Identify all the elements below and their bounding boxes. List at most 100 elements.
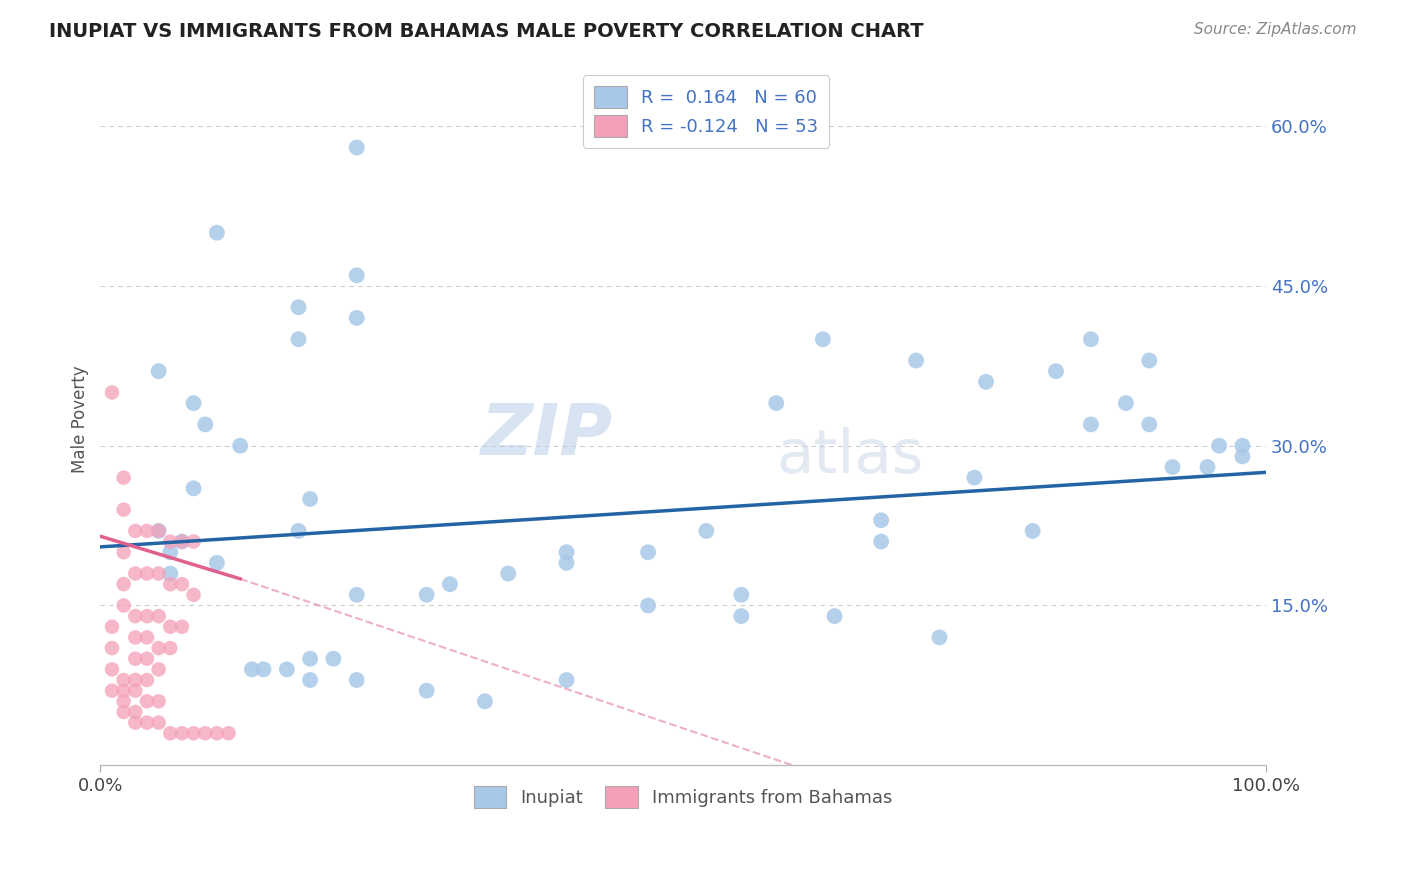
Point: [112, 599, 135, 613]
Point: [148, 662, 170, 676]
Point: [287, 332, 309, 346]
Point: [474, 694, 496, 708]
Point: [1197, 460, 1219, 475]
Point: [183, 588, 205, 602]
Point: [148, 566, 170, 581]
Point: [229, 439, 252, 453]
Point: [1115, 396, 1137, 410]
Point: [1021, 524, 1043, 538]
Point: [346, 140, 368, 154]
Text: atlas: atlas: [776, 427, 924, 486]
Point: [346, 310, 368, 325]
Point: [322, 651, 344, 665]
Point: [124, 631, 146, 645]
Point: [124, 524, 146, 538]
Point: [928, 631, 950, 645]
Point: [276, 662, 298, 676]
Point: [124, 651, 146, 665]
Point: [101, 641, 124, 656]
Point: [555, 556, 578, 570]
Point: [101, 620, 124, 634]
Point: [136, 715, 159, 730]
Point: [112, 502, 135, 516]
Point: [730, 609, 752, 624]
Point: [555, 673, 578, 687]
Point: [555, 545, 578, 559]
Point: [218, 726, 240, 740]
Point: [205, 226, 228, 240]
Point: [637, 599, 659, 613]
Point: [148, 364, 170, 378]
Point: [112, 683, 135, 698]
Point: [1208, 439, 1230, 453]
Point: [159, 534, 181, 549]
Point: [136, 694, 159, 708]
Point: [1045, 364, 1067, 378]
Point: [159, 726, 181, 740]
Point: [346, 588, 368, 602]
Point: [695, 524, 717, 538]
Legend: Inupiat, Immigrants from Bahamas: Inupiat, Immigrants from Bahamas: [467, 779, 900, 815]
Point: [811, 332, 834, 346]
Point: [415, 683, 437, 698]
Point: [148, 641, 170, 656]
Point: [870, 513, 893, 527]
Point: [112, 694, 135, 708]
Point: [252, 662, 274, 676]
Point: [1080, 417, 1102, 432]
Text: Source: ZipAtlas.com: Source: ZipAtlas.com: [1194, 22, 1357, 37]
Point: [136, 524, 159, 538]
Point: [124, 609, 146, 624]
Point: [148, 715, 170, 730]
Point: [299, 673, 322, 687]
Point: [124, 673, 146, 687]
Point: [112, 577, 135, 591]
Point: [112, 545, 135, 559]
Point: [183, 726, 205, 740]
Point: [112, 705, 135, 719]
Point: [1232, 439, 1254, 453]
Point: [205, 556, 228, 570]
Point: [136, 566, 159, 581]
Point: [496, 566, 519, 581]
Point: [905, 353, 928, 368]
Point: [136, 673, 159, 687]
Point: [124, 705, 146, 719]
Point: [287, 300, 309, 314]
Point: [170, 726, 193, 740]
Point: [112, 471, 135, 485]
Point: [346, 268, 368, 283]
Point: [183, 481, 205, 495]
Point: [101, 662, 124, 676]
Point: [101, 683, 124, 698]
Y-axis label: Male Poverty: Male Poverty: [72, 366, 89, 473]
Point: [170, 534, 193, 549]
Point: [159, 620, 181, 634]
Point: [1232, 450, 1254, 464]
Point: [159, 641, 181, 656]
Point: [124, 715, 146, 730]
Point: [1161, 460, 1184, 475]
Point: [136, 631, 159, 645]
Point: [183, 534, 205, 549]
Text: INUPIAT VS IMMIGRANTS FROM BAHAMAS MALE POVERTY CORRELATION CHART: INUPIAT VS IMMIGRANTS FROM BAHAMAS MALE …: [49, 22, 924, 41]
Point: [240, 662, 263, 676]
Point: [299, 491, 322, 506]
Point: [183, 396, 205, 410]
Point: [136, 651, 159, 665]
Point: [112, 673, 135, 687]
Point: [194, 417, 217, 432]
Point: [170, 620, 193, 634]
Point: [974, 375, 997, 389]
Point: [1137, 353, 1160, 368]
Point: [148, 609, 170, 624]
Text: ZIP: ZIP: [481, 401, 613, 469]
Point: [136, 609, 159, 624]
Point: [637, 545, 659, 559]
Point: [415, 588, 437, 602]
Point: [870, 534, 893, 549]
Point: [963, 471, 986, 485]
Point: [148, 524, 170, 538]
Point: [194, 726, 217, 740]
Point: [1080, 332, 1102, 346]
